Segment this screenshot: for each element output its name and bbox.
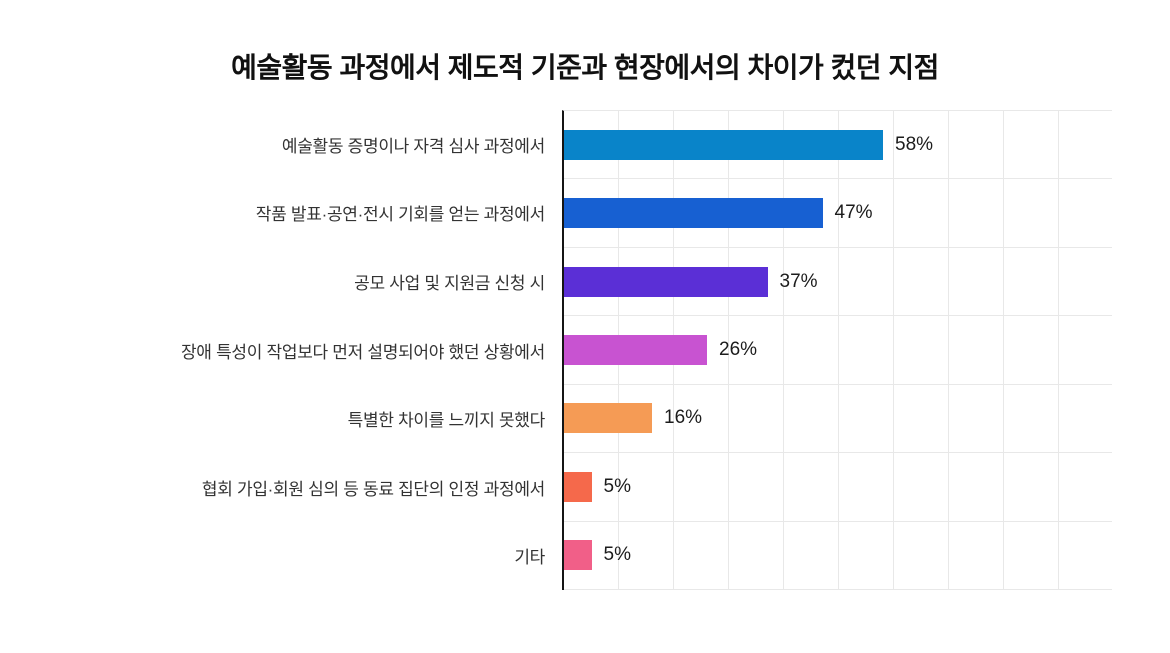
category-label: 공모 사업 및 지원금 신청 시: [354, 273, 545, 293]
category-label: 예술활동 증명이나 자격 심사 과정에서: [281, 136, 545, 156]
bar: [564, 334, 707, 365]
bar-row: 47%: [564, 179, 1112, 248]
value-label: 26%: [719, 338, 758, 360]
bar: [564, 266, 768, 297]
bar: [564, 471, 592, 502]
category-label: 작품 발표·공연·전시 기회를 얻는 과정에서: [255, 205, 546, 225]
bar-row: 16%: [564, 385, 1112, 454]
value-label: 37%: [779, 270, 818, 292]
value-label: 16%: [664, 407, 703, 429]
bar-row: 58%: [564, 111, 1112, 180]
bar-row: 37%: [564, 248, 1112, 317]
category-label: 장애 특성이 작업보다 먼저 설명되어야 했던 상황에서: [180, 342, 545, 362]
bar-row: 5%: [564, 522, 1112, 590]
category-label: 기타: [514, 548, 545, 568]
value-label: 5%: [603, 475, 631, 497]
bar: [564, 198, 823, 229]
bar: [564, 403, 652, 434]
value-label: 47%: [834, 202, 873, 224]
category-label: 협회 가입·회원 심의 등 동료 집단의 인정 과정에서: [201, 479, 545, 499]
bar-row: 26%: [564, 316, 1112, 385]
plot-area: 58% 47% 37% 26% 16% 5% 5%: [562, 110, 1112, 590]
value-label: 5%: [603, 544, 631, 566]
bar: [564, 540, 592, 571]
bar-row: 5%: [564, 453, 1112, 522]
value-label: 58%: [895, 133, 934, 155]
category-label: 특별한 차이를 느끼지 못했다: [347, 411, 546, 431]
chart-title: 예술활동 과정에서 제도적 기준과 현장에서의 차이가 컸던 지점: [231, 52, 939, 83]
bar: [564, 129, 883, 160]
